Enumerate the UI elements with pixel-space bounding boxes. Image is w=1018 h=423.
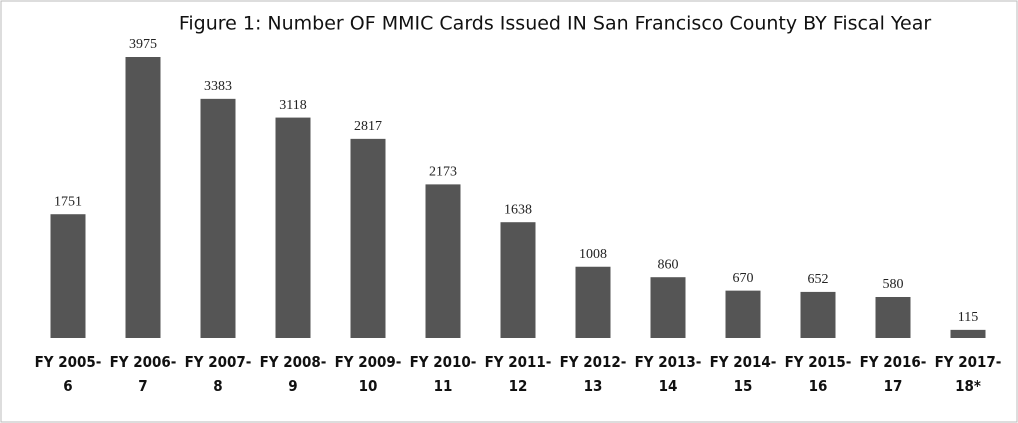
x-tick-line: FY 2012- <box>560 353 627 371</box>
bar <box>725 290 761 338</box>
x-tick-line: 14 <box>659 377 678 395</box>
x-tick-line: FY 2014- <box>710 353 777 371</box>
x-tick-label: FY 2014- 15 <box>710 353 777 395</box>
x-tick-line: FY 2013- <box>635 353 702 371</box>
chart-title: Figure 1: Number OF MMIC Cards Issued IN… <box>179 13 931 35</box>
x-tick-line: FY 2011- <box>485 353 552 371</box>
x-tick-line: 6 <box>63 377 72 395</box>
value-label: 580 <box>883 277 904 292</box>
value-label: 3118 <box>279 98 306 113</box>
x-tick-line: FY 2007- <box>185 353 252 371</box>
x-tick-label: FY 2005- 6 <box>35 353 102 395</box>
x-tick-line: FY 2017- <box>935 353 1002 371</box>
x-tick-label: FY 2006- 7 <box>110 353 177 395</box>
x-tick-line: 9 <box>288 377 297 395</box>
x-tick-label: FY 2017- 18* <box>935 353 1002 395</box>
x-tick-line: 13 <box>584 377 603 395</box>
value-label: 1008 <box>579 247 607 262</box>
x-tick-line: 10 <box>359 377 378 395</box>
x-tick-line: 7 <box>138 377 147 395</box>
bar <box>125 57 161 338</box>
bar <box>350 138 386 338</box>
x-tick-line: 18* <box>955 377 981 395</box>
x-tick-line: FY 2009- <box>335 353 402 371</box>
value-label: 860 <box>658 257 679 272</box>
x-tick-line: 11 <box>434 377 453 395</box>
x-tick-line: 16 <box>809 377 828 395</box>
x-tick-line: 17 <box>884 377 903 395</box>
x-tick-line: FY 2006- <box>110 353 177 371</box>
x-tick-line: 12 <box>509 377 528 395</box>
x-tick-line: FY 2005- <box>35 353 102 371</box>
x-tick-line: FY 2008- <box>260 353 327 371</box>
bar <box>200 98 236 339</box>
bar <box>50 214 86 338</box>
value-label: 3975 <box>129 37 157 52</box>
bar <box>950 329 986 338</box>
x-tick-label: FY 2007- 8 <box>185 353 252 395</box>
value-label: 115 <box>958 310 978 325</box>
x-tick-line: FY 2010- <box>410 353 477 371</box>
x-tick-label: FY 2016- 17 <box>860 353 927 395</box>
bar <box>875 296 911 338</box>
bar <box>575 266 611 338</box>
x-tick-label: FY 2008- 9 <box>260 353 327 395</box>
value-label: 652 <box>808 272 829 287</box>
value-label: 670 <box>733 271 754 286</box>
x-tick-line: 15 <box>734 377 753 395</box>
x-tick-label: FY 2009- 10 <box>335 353 402 395</box>
value-label: 1751 <box>54 194 82 209</box>
bar <box>650 277 686 338</box>
x-tick-label: FY 2015- 16 <box>785 353 852 395</box>
x-tick-line: FY 2016- <box>860 353 927 371</box>
x-tick-label: FY 2011- 12 <box>485 353 552 395</box>
x-tick-line: FY 2015- <box>785 353 852 371</box>
x-tick-line: 8 <box>213 377 222 395</box>
bar <box>500 222 536 338</box>
x-tick-label: FY 2010- 11 <box>410 353 477 395</box>
bar <box>425 184 461 338</box>
x-tick-label: FY 2012- 13 <box>560 353 627 395</box>
value-label: 1638 <box>504 202 532 217</box>
value-label: 2817 <box>354 119 382 134</box>
bar <box>800 291 836 338</box>
bar <box>275 117 311 339</box>
value-label: 2173 <box>429 165 457 180</box>
value-label: 3383 <box>204 79 232 94</box>
x-tick-label: FY 2013- 14 <box>635 353 702 395</box>
